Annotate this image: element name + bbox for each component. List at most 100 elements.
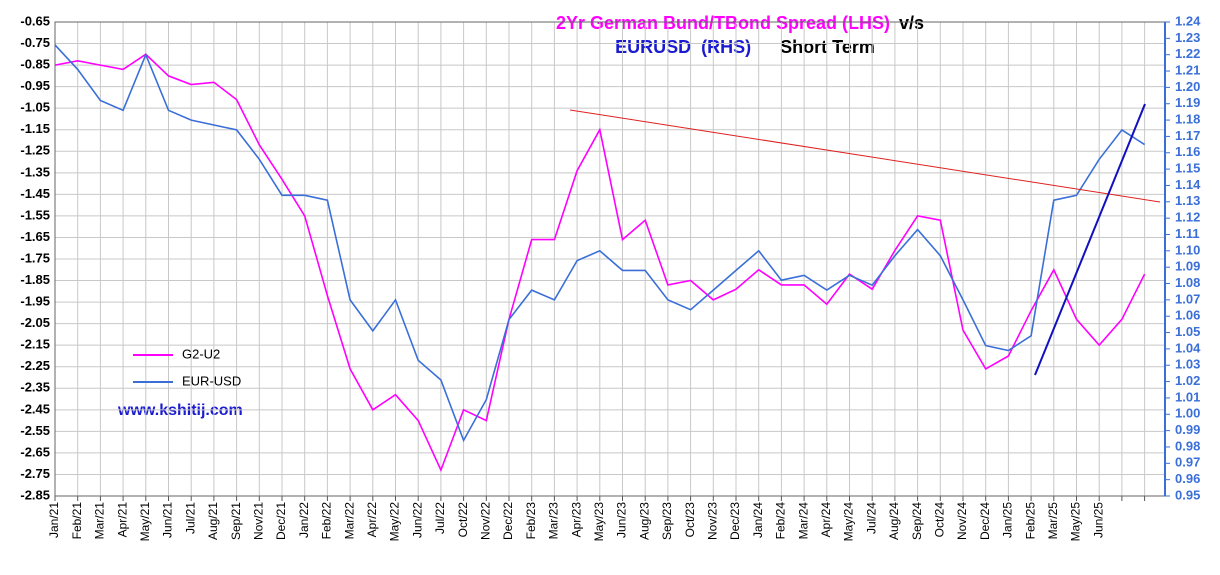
y-tick-label: -2.55 (20, 423, 50, 438)
x-tick-label: Apr/23 (569, 502, 583, 538)
y-tick-label: -1.55 (20, 207, 50, 222)
y2-tick-label: 1.10 (1175, 242, 1200, 257)
x-tick-label: Jul/21 (183, 502, 197, 534)
y-tick-label: -1.65 (20, 229, 50, 244)
x-tick-label: Dec/24 (978, 502, 992, 540)
x-tick-label: Nov/24 (955, 502, 969, 540)
y2-tick-label: 1.09 (1175, 259, 1200, 274)
y-tick-label: -0.75 (20, 35, 50, 50)
x-tick-label: May/21 (138, 502, 152, 542)
y2-tick-label: 1.08 (1175, 275, 1200, 290)
y-tick-label: -2.05 (20, 315, 50, 330)
x-tick-label: Mar/21 (93, 502, 107, 540)
x-tick-label: Apr/21 (115, 502, 129, 538)
y2-tick-label: 0.95 (1175, 487, 1200, 502)
x-tick-label: Oct/23 (683, 502, 697, 538)
x-tick-label: Mar/25 (1046, 502, 1060, 540)
y-tick-label: -2.75 (20, 466, 50, 481)
y2-tick-label: 1.02 (1175, 373, 1200, 388)
y-tick-label: -0.95 (20, 78, 50, 93)
x-tick-label: Feb/23 (524, 502, 538, 540)
y2-tick-label: 1.00 (1175, 406, 1200, 421)
x-tick-label: May/22 (388, 502, 402, 542)
x-tick-label: Jan/25 (1001, 502, 1015, 538)
y2-tick-label: 1.17 (1175, 128, 1200, 143)
y2-tick-label: 1.20 (1175, 79, 1200, 94)
y-tick-label: -2.25 (20, 358, 50, 373)
annotation: www.kshitij.com (117, 402, 243, 419)
x-tick-label: Sep/21 (229, 502, 243, 540)
x-tick-label: Mar/24 (796, 502, 810, 540)
x-tick-label: Jan/24 (751, 502, 765, 538)
y-tick-label: -1.35 (20, 164, 50, 179)
y-tick-label: -2.45 (20, 401, 50, 416)
y-tick-label: -1.25 (20, 143, 50, 158)
y-tick-label: -2.15 (20, 337, 50, 352)
x-tick-label: Jun/22 (410, 502, 424, 538)
x-tick-label: Aug/21 (206, 502, 220, 540)
y2-tick-label: 1.06 (1175, 308, 1200, 323)
x-tick-label: Mar/23 (547, 502, 561, 540)
y2-tick-label: 1.11 (1175, 226, 1200, 241)
y-tick-label: -1.85 (20, 272, 50, 287)
series-line (54, 44, 1146, 443)
y-tick-label: -2.35 (20, 380, 50, 395)
y2-tick-label: 0.96 (1175, 471, 1200, 486)
y2-tick-label: 1.19 (1175, 95, 1200, 110)
y-tick-label: -1.95 (20, 294, 50, 309)
legend-label: EUR-USD (182, 373, 241, 388)
x-tick-label: Nov/23 (705, 502, 719, 540)
y2-tick-label: 1.22 (1175, 46, 1200, 61)
y2-tick-label: 1.14 (1175, 177, 1201, 192)
x-tick-label: Oct/24 (932, 502, 946, 538)
y2-tick-label: 1.23 (1175, 30, 1200, 45)
x-tick-label: Jun/23 (615, 502, 629, 538)
y2-tick-label: 0.98 (1175, 438, 1200, 453)
y2-tick-label: 1.07 (1175, 291, 1200, 306)
y2-tick-label: 1.05 (1175, 324, 1200, 339)
title-part: EURUSD (RHS) (615, 37, 751, 57)
x-tick-label: May/23 (592, 502, 606, 542)
y-tick-label: -2.65 (20, 444, 50, 459)
x-tick-label: Feb/25 (1023, 502, 1037, 540)
y2-tick-label: 1.01 (1175, 389, 1200, 404)
y-tick-label: -1.15 (20, 121, 50, 136)
series-line (54, 53, 1146, 473)
x-tick-label: Aug/24 (887, 502, 901, 540)
y2-tick-label: 1.04 (1175, 340, 1201, 355)
x-tick-label: May/25 (1069, 502, 1083, 542)
x-tick-label: Dec/22 (501, 502, 515, 540)
x-tick-label: Dec/23 (728, 502, 742, 540)
x-tick-label: Dec/21 (274, 502, 288, 540)
y2-tick-label: 1.24 (1175, 13, 1201, 28)
x-tick-label: Jun/21 (161, 502, 175, 538)
y2-tick-label: 1.12 (1175, 210, 1200, 225)
x-tick-label: Nov/22 (478, 502, 492, 540)
y2-tick-label: 0.99 (1175, 422, 1200, 437)
x-tick-label: Feb/22 (320, 502, 334, 540)
x-tick-label: Jun/25 (1091, 502, 1105, 538)
x-tick-label: Jul/24 (864, 502, 878, 534)
legend-label: G2-U2 (182, 346, 220, 361)
x-tick-label: Feb/24 (774, 502, 788, 540)
y-tick-label: -1.05 (20, 100, 50, 115)
y-tick-label: -1.45 (20, 186, 50, 201)
y-tick-label: -0.65 (20, 13, 50, 28)
y2-tick-label: 1.16 (1175, 144, 1200, 159)
x-tick-label: Jan/21 (47, 502, 61, 538)
plot: -0.65 -0.75 -0.85 -0.95 -1.05 -1.15 -1.25 -1.35… (20, 13, 1201, 541)
x-tick-label: Sep/24 (910, 502, 924, 540)
title-part: Short Term (780, 37, 875, 57)
x-tick-label: Apr/24 (819, 502, 833, 538)
y2-tick-label: 1.03 (1175, 357, 1200, 372)
x-tick-label: Oct/22 (456, 502, 470, 538)
title-part: 2Yr German Bund/TBond Spread (LHS) (556, 13, 890, 33)
x-tick-label: Jan/22 (297, 502, 311, 538)
chart-subtitle: EURUSD (RHS) Short Term (590, 37, 890, 57)
y2-tick-label: 1.13 (1175, 193, 1200, 208)
x-tick-label: Aug/23 (637, 502, 651, 540)
chart-title: 2Yr German Bund/TBond Spread (LHS) v/s (556, 13, 924, 33)
x-tick-label: Nov/21 (251, 502, 265, 540)
